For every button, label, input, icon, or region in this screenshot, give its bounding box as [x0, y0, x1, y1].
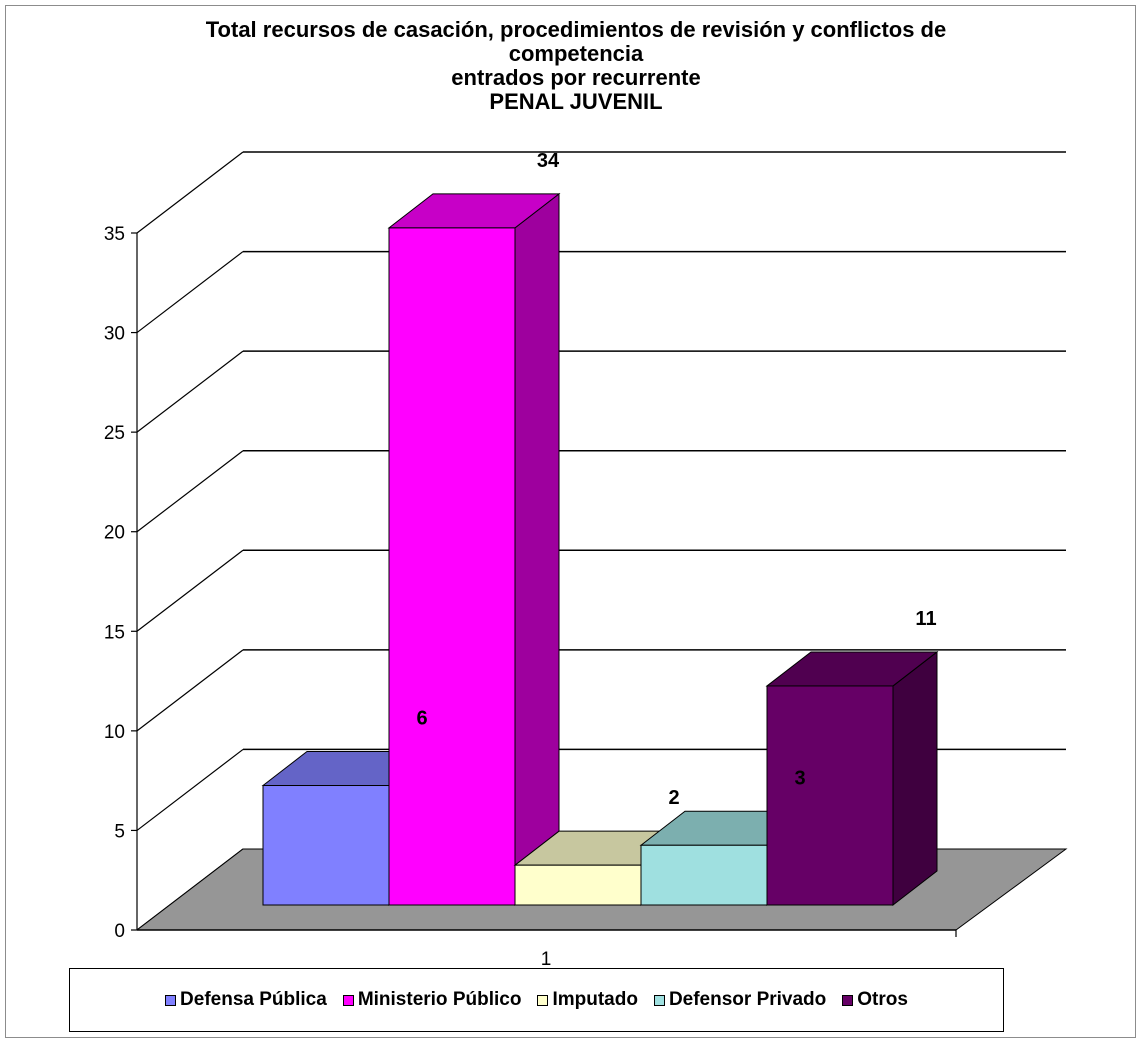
data-label: 34: [537, 150, 560, 172]
legend-item: Imputado: [537, 989, 638, 1011]
legend-item: Otros: [842, 989, 908, 1011]
y-tick-label: 35: [104, 224, 125, 245]
grid-diagonal: [136, 649, 244, 732]
grid-diagonal: [136, 450, 244, 533]
y-tick-label: 20: [104, 523, 125, 544]
grid-diagonal: [136, 748, 244, 831]
bar-5: [765, 650, 939, 907]
y-tick-label: 10: [104, 722, 125, 743]
legend-swatch: [165, 994, 177, 1006]
legend-swatch: [342, 994, 354, 1006]
title-line-3: entrados por recurrente: [451, 65, 701, 90]
title-line-2: competencia: [508, 41, 644, 66]
title-line-1: Total recursos de casación, procedimient…: [205, 17, 947, 42]
x-tick-label: 1: [541, 949, 552, 970]
legend-item: Ministerio Público: [342, 989, 522, 1011]
bar-front-face: [766, 685, 894, 906]
bar-side-face: [514, 192, 560, 907]
y-tick-label: 5: [114, 821, 125, 842]
grid-diagonal: [136, 251, 244, 334]
bar-front-face: [262, 785, 390, 906]
legend-label: Defensor Privado: [668, 989, 827, 1010]
legend-swatch: [842, 994, 854, 1006]
legend-label: Defensa Pública: [180, 989, 327, 1010]
chart-title: Total recursos de casación, procedimient…: [0, 18, 1143, 114]
bar-side-face: [892, 650, 938, 907]
legend-swatch: [653, 994, 665, 1006]
legend-label: Ministerio Público: [357, 989, 522, 1010]
data-label: 3: [794, 767, 805, 789]
bar-front-face: [514, 864, 642, 906]
y-axis: 0 5 10 15 20 25 30 35: [104, 224, 138, 942]
data-label: 11: [915, 608, 936, 630]
grid-diagonal: [136, 350, 244, 433]
y-tick-label: 15: [104, 622, 125, 643]
bar-2: [387, 192, 561, 907]
legend-swatch: [537, 994, 549, 1006]
bar-front-face: [388, 227, 516, 906]
data-label: 2: [668, 787, 679, 809]
title-line-4: PENAL JUVENIL: [489, 89, 663, 114]
grid-diagonal: [136, 549, 244, 632]
bars: [261, 192, 939, 907]
legend-item: Defensa Pública: [165, 989, 327, 1011]
data-labels: 6 34 2 3 11: [416, 150, 936, 809]
y-tick-label: 30: [104, 324, 125, 345]
grid-diagonal: [136, 151, 244, 234]
y-tick-label: 25: [104, 423, 125, 444]
legend-label: Otros: [857, 989, 908, 1010]
data-label: 6: [416, 708, 427, 730]
legend-item: Defensor Privado: [653, 989, 827, 1011]
bar-front-face: [640, 844, 768, 906]
legend-label: Imputado: [552, 989, 638, 1010]
legend: Defensa Pública Ministerio Público Imputad…: [69, 968, 1004, 1032]
y-tick-label: 0: [114, 921, 125, 942]
